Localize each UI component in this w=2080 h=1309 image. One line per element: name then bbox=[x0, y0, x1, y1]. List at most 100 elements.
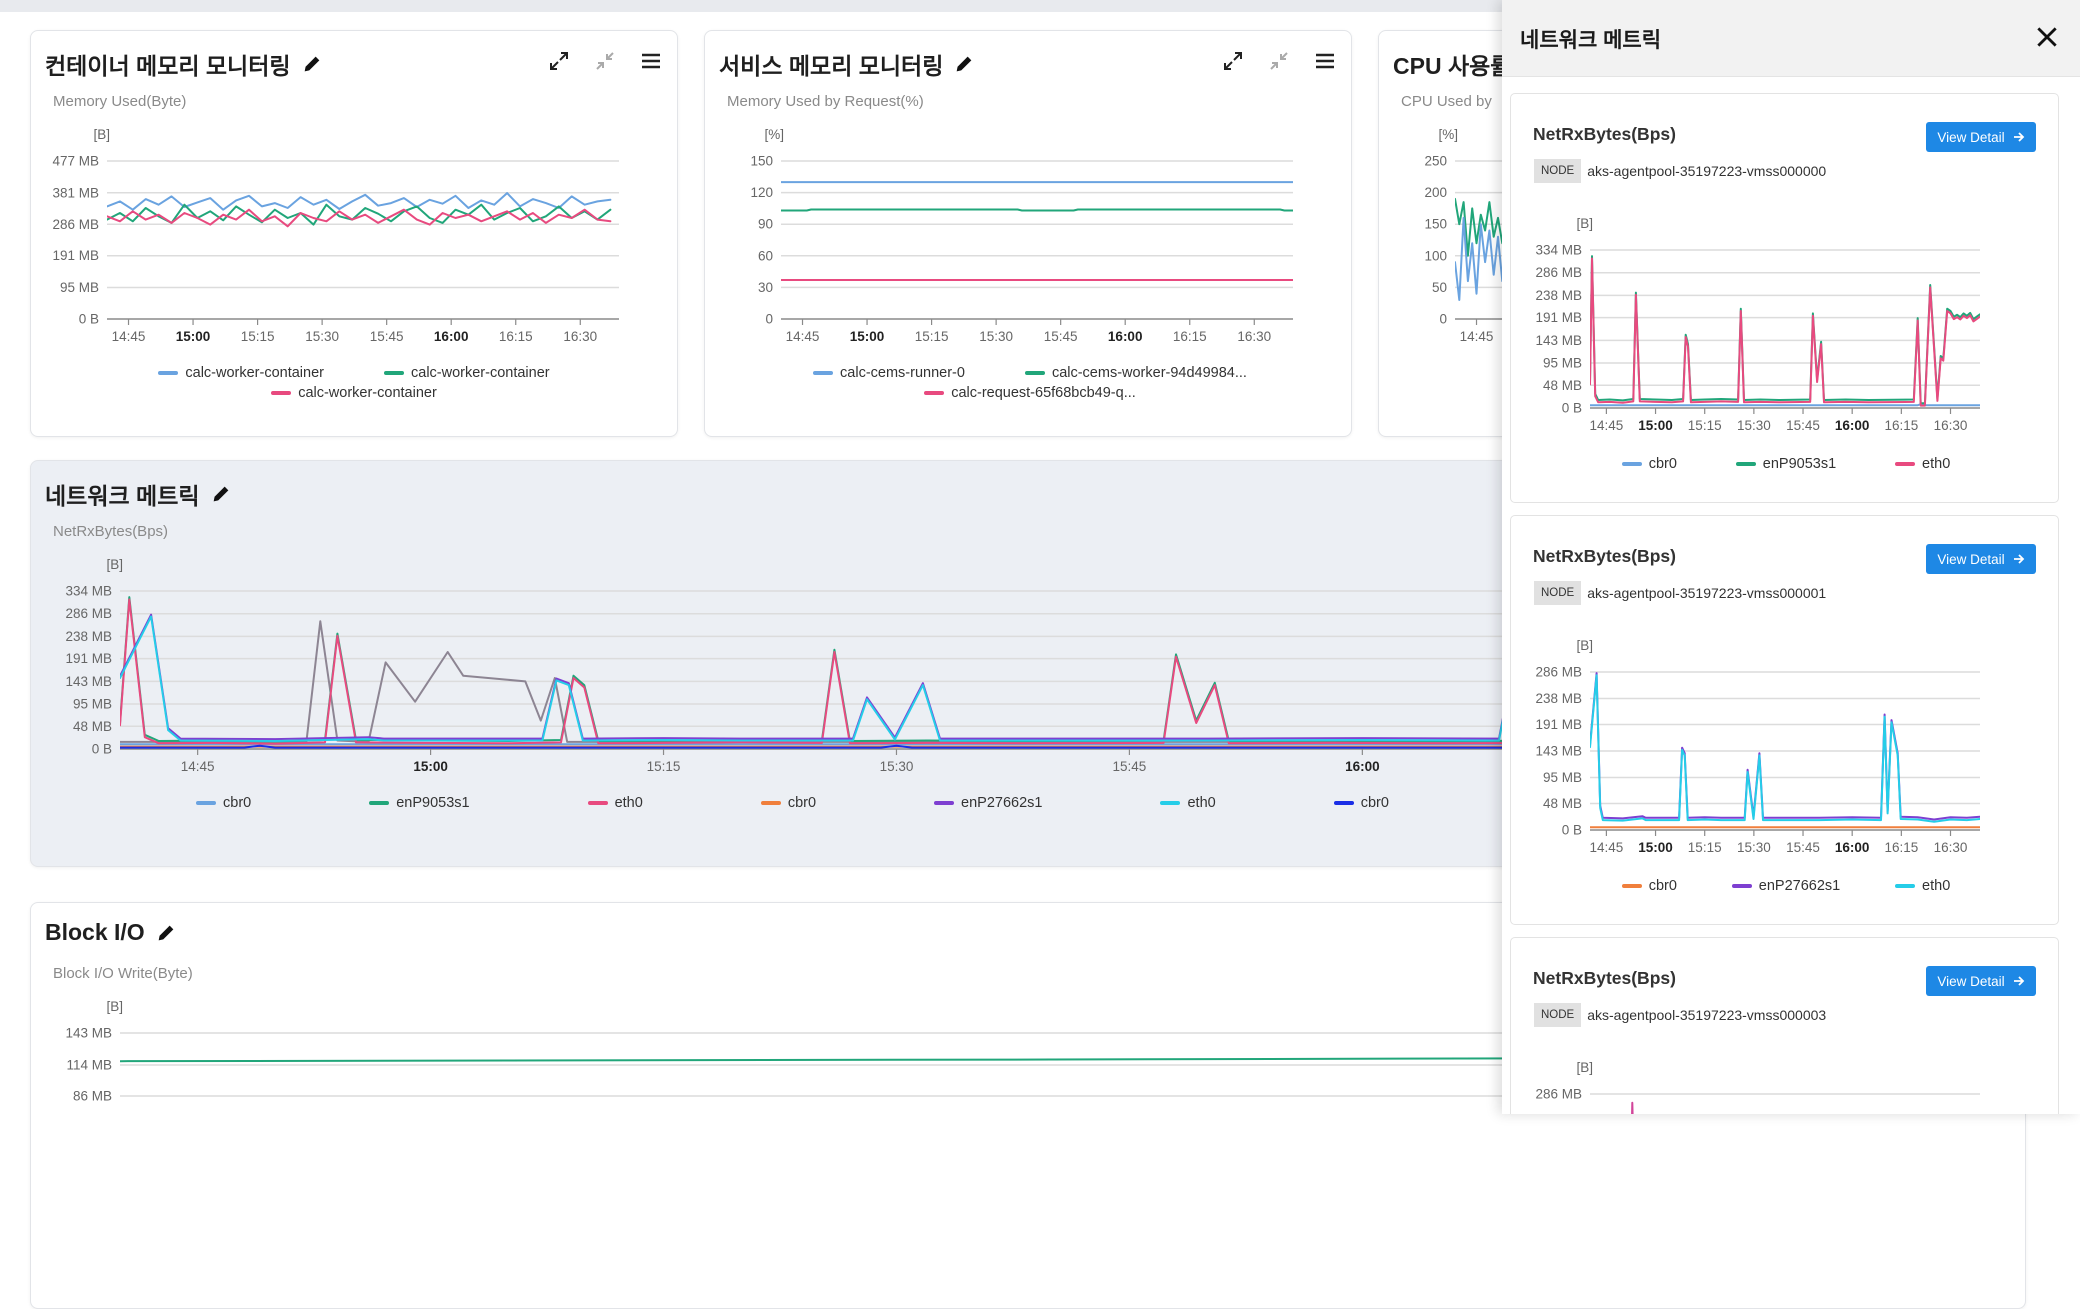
y-tick-label: 0 B bbox=[92, 742, 112, 757]
legend-label: cbr0 bbox=[787, 795, 817, 811]
x-tick-label: 15:45 bbox=[1786, 840, 1820, 855]
y-tick-label: 143 MB bbox=[65, 1026, 112, 1041]
expand-icon[interactable] bbox=[1221, 49, 1245, 73]
legend-item[interactable]: enP9053s1 bbox=[1735, 456, 1836, 472]
x-tick-label: 15:30 bbox=[1737, 418, 1771, 433]
x-tick-label: 15:45 bbox=[370, 329, 404, 344]
arrow-right-icon bbox=[2013, 132, 2024, 142]
series-line-unlabeled bbox=[1631, 1101, 1634, 1114]
x-tick-label: 16:00 bbox=[1835, 418, 1870, 433]
legend-item[interactable]: calc-cems-runner-0 bbox=[813, 365, 965, 381]
x-tick-label: 16:00 bbox=[434, 329, 469, 344]
view-detail-button[interactable]: View Detail bbox=[1926, 544, 2036, 574]
y-axis-unit: [B] bbox=[1576, 1060, 1593, 1075]
x-tick-label: 16:15 bbox=[1173, 329, 1207, 344]
legend-item[interactable]: calc-worker-container bbox=[158, 365, 324, 381]
legend-item[interactable]: eth0 bbox=[1160, 795, 1216, 811]
view-detail-button[interactable]: View Detail bbox=[1926, 966, 2036, 996]
legend-swatch bbox=[384, 371, 404, 375]
card-title: 서비스 메모리 모니터링 bbox=[719, 47, 975, 81]
x-tick-label: 15:15 bbox=[915, 329, 949, 344]
series-line-calc-cems-worker-94d49984... bbox=[781, 208, 1293, 212]
legend-item[interactable]: enP9053s1 bbox=[369, 795, 470, 811]
legend-item[interactable]: eth0 bbox=[587, 795, 643, 811]
x-tick-label: 14:45 bbox=[112, 329, 146, 344]
legend-item[interactable]: cbr0 bbox=[1621, 878, 1677, 894]
legend-label: cbr0 bbox=[223, 795, 252, 811]
y-tick-label: 238 MB bbox=[1535, 288, 1582, 303]
edit-pencil-icon[interactable] bbox=[301, 53, 323, 75]
legend-label: enP27662s1 bbox=[961, 795, 1043, 811]
legend-swatch bbox=[813, 371, 834, 375]
menu-icon[interactable] bbox=[1313, 49, 1337, 73]
x-tick-label: 16:15 bbox=[1884, 418, 1918, 433]
y-axis-unit: [B] bbox=[106, 999, 123, 1014]
legend-item[interactable]: cbr0 bbox=[1621, 456, 1677, 472]
legend-swatch bbox=[1895, 462, 1916, 466]
node-badge: NODE bbox=[1534, 159, 1582, 183]
x-tick-label: 14:45 bbox=[181, 759, 215, 774]
collapse-icon[interactable] bbox=[593, 49, 617, 73]
card-title: Block I/O bbox=[45, 919, 177, 946]
x-tick-label: 15:30 bbox=[979, 329, 1013, 344]
y-tick-label: 286 MB bbox=[1535, 1087, 1582, 1102]
legend-swatch bbox=[934, 801, 955, 805]
legend-item[interactable]: eth0 bbox=[1895, 456, 1950, 472]
y-tick-label: 143 MB bbox=[65, 674, 112, 689]
y-tick-label: 90 bbox=[758, 217, 773, 232]
x-tick-label: 15:30 bbox=[305, 329, 339, 344]
y-axis-unit: [B] bbox=[1576, 638, 1593, 653]
y-tick-label: 143 MB bbox=[1535, 333, 1582, 348]
close-icon[interactable] bbox=[2034, 24, 2060, 50]
x-tick-label: 15:15 bbox=[1688, 840, 1722, 855]
legend-item[interactable]: calc-cems-worker-94d49984... bbox=[1024, 365, 1247, 381]
collapse-icon[interactable] bbox=[1267, 49, 1291, 73]
x-tick-label: 16:30 bbox=[563, 329, 597, 344]
y-tick-label: 191 MB bbox=[1535, 310, 1582, 325]
legend-label: cbr0 bbox=[1648, 456, 1677, 472]
legend-item[interactable]: eth0 bbox=[1895, 878, 1950, 894]
legend-item[interactable]: cbr0 bbox=[760, 795, 817, 811]
y-axis-unit: [%] bbox=[764, 127, 784, 142]
y-tick-label: 48 MB bbox=[1543, 796, 1582, 811]
legend-item[interactable]: enP27662s1 bbox=[1731, 878, 1840, 894]
expand-icon[interactable] bbox=[547, 49, 571, 73]
chart-subtitle: Memory Used(Byte) bbox=[53, 93, 187, 110]
legend-item[interactable]: calc-worker-container bbox=[271, 385, 437, 401]
y-axis-unit: [B] bbox=[93, 127, 110, 142]
y-tick-label: 50 bbox=[1432, 280, 1447, 295]
view-detail-button[interactable]: View Detail bbox=[1926, 122, 2036, 152]
legend-item[interactable]: calc-request-65f68bcb49-q... bbox=[924, 385, 1136, 401]
y-tick-label: 381 MB bbox=[52, 185, 99, 200]
x-tick-label: 15:15 bbox=[647, 759, 681, 774]
chart-legend: cbr0 enP9053s1 eth0 bbox=[1581, 456, 1991, 472]
legend-swatch bbox=[1333, 801, 1354, 805]
legend-item[interactable]: cbr0 bbox=[1333, 795, 1389, 811]
edit-pencil-icon[interactable] bbox=[210, 483, 232, 505]
legend-item[interactable]: calc-worker-container bbox=[384, 365, 550, 381]
edit-pencil-icon[interactable] bbox=[155, 922, 177, 944]
x-tick-label: 15:00 bbox=[1638, 840, 1673, 855]
x-tick-label: 16:15 bbox=[1884, 840, 1918, 855]
x-tick-label: 15:45 bbox=[1044, 329, 1078, 344]
x-tick-label: 15:30 bbox=[880, 759, 914, 774]
drawer-title: 네트워크 메트릭 bbox=[1520, 29, 1662, 52]
series-line-enP9053s1 bbox=[1590, 255, 1980, 405]
legend-swatch bbox=[196, 801, 216, 805]
card-title-text: 서비스 메모리 모니터링 bbox=[719, 53, 944, 79]
menu-icon[interactable] bbox=[639, 49, 663, 73]
legend-label: cbr0 bbox=[1648, 878, 1677, 894]
y-tick-label: 120 bbox=[750, 185, 773, 200]
x-tick-label: 14:45 bbox=[786, 329, 820, 344]
legend-swatch bbox=[1621, 462, 1642, 466]
legend-swatch bbox=[924, 391, 945, 395]
view-detail-label: View Detail bbox=[1937, 551, 2005, 567]
card-title-text: 컨테이너 메모리 모니터링 bbox=[45, 53, 291, 79]
legend-item[interactable]: enP27662s1 bbox=[934, 795, 1042, 811]
legend-item[interactable]: cbr0 bbox=[196, 795, 251, 811]
arrow-right-icon bbox=[2013, 554, 2024, 564]
y-tick-label: 0 B bbox=[1562, 823, 1582, 838]
edit-pencil-icon[interactable] bbox=[953, 53, 975, 75]
y-tick-label: 238 MB bbox=[65, 629, 112, 644]
node-info: NODE aks-agentpool-35197223-vmss000003 bbox=[1534, 1003, 1826, 1027]
